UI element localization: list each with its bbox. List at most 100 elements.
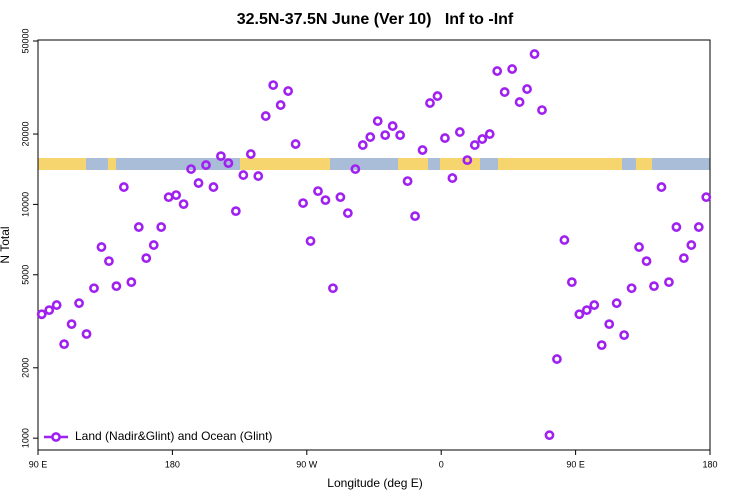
point	[522, 84, 532, 94]
point	[253, 171, 264, 181]
point	[469, 140, 480, 150]
point	[89, 283, 99, 294]
point	[611, 298, 622, 309]
point	[298, 198, 308, 208]
land-band	[636, 158, 652, 170]
point	[148, 240, 159, 250]
point	[81, 329, 92, 339]
point	[156, 222, 167, 232]
point	[619, 330, 630, 341]
point	[440, 133, 450, 143]
point	[208, 182, 219, 192]
x-tick-label: 0	[439, 459, 444, 469]
point	[559, 235, 570, 245]
point	[596, 340, 607, 351]
y-tick-label: 1000	[20, 428, 30, 448]
point	[395, 130, 406, 141]
point	[387, 121, 398, 131]
y-tick-label: 2000	[20, 358, 30, 378]
y-tick-label: 20000	[20, 122, 30, 147]
point	[74, 298, 84, 309]
point	[693, 222, 704, 232]
y-tick-label: 50000	[20, 28, 30, 53]
point	[238, 170, 249, 180]
point	[410, 211, 420, 222]
point	[566, 277, 577, 288]
point	[245, 149, 256, 159]
point	[328, 283, 338, 294]
point	[462, 155, 473, 166]
point	[350, 164, 361, 174]
point	[104, 256, 114, 267]
point	[664, 277, 674, 288]
point	[641, 256, 652, 267]
legend-marker	[51, 432, 61, 442]
point	[537, 105, 547, 115]
point	[44, 305, 55, 316]
point	[529, 49, 540, 59]
point	[686, 240, 697, 250]
point	[193, 178, 204, 188]
point	[365, 132, 376, 142]
point	[305, 236, 316, 246]
point	[260, 111, 271, 121]
x-tick-label: 180	[702, 459, 717, 469]
point	[230, 206, 241, 217]
x-axis-label: Longitude (deg E)	[327, 476, 422, 490]
point	[96, 242, 107, 252]
point	[484, 129, 495, 139]
point	[126, 277, 137, 288]
point	[216, 151, 226, 162]
legend-item: Land (Nadir&Glint) and Ocean (Glint)	[44, 429, 272, 443]
point	[171, 190, 182, 200]
point	[581, 305, 592, 316]
point	[372, 116, 383, 126]
point	[380, 130, 391, 141]
point	[477, 134, 488, 144]
point	[66, 319, 77, 330]
point	[335, 192, 346, 203]
x-tick-label: 90 W	[296, 459, 318, 469]
y-tick-label: 10000	[20, 192, 30, 217]
surface-stripe	[38, 158, 710, 170]
land-band	[38, 158, 86, 170]
legend-label: Land (Nadir&Glint) and Ocean (Glint)	[75, 429, 272, 443]
y-axis-label: N Total	[0, 226, 12, 263]
point	[425, 98, 435, 108]
point	[290, 139, 301, 149]
point	[342, 208, 353, 218]
point	[544, 430, 555, 441]
point	[201, 160, 211, 170]
land-band	[108, 158, 116, 170]
point	[59, 339, 70, 350]
point	[671, 222, 682, 232]
point	[275, 100, 286, 110]
point	[133, 222, 144, 232]
point	[432, 91, 443, 101]
point	[118, 182, 129, 192]
point	[574, 309, 585, 320]
point	[507, 64, 518, 74]
land-band	[498, 158, 622, 170]
land-band	[398, 158, 428, 170]
point	[649, 281, 659, 292]
point	[357, 140, 368, 150]
point	[678, 253, 689, 264]
point	[514, 97, 525, 107]
point	[589, 300, 600, 310]
point	[604, 319, 615, 330]
point	[656, 182, 667, 192]
point	[223, 158, 234, 169]
point	[178, 199, 189, 210]
chart-title: 32.5N-37.5N June (Ver 10) Inf to -Inf	[237, 11, 514, 28]
point	[701, 192, 712, 203]
point	[186, 164, 196, 174]
point	[447, 173, 458, 183]
point	[454, 127, 465, 137]
y-tick-label: 5000	[20, 265, 30, 285]
point	[552, 354, 562, 364]
point	[111, 281, 122, 292]
point	[492, 66, 503, 76]
